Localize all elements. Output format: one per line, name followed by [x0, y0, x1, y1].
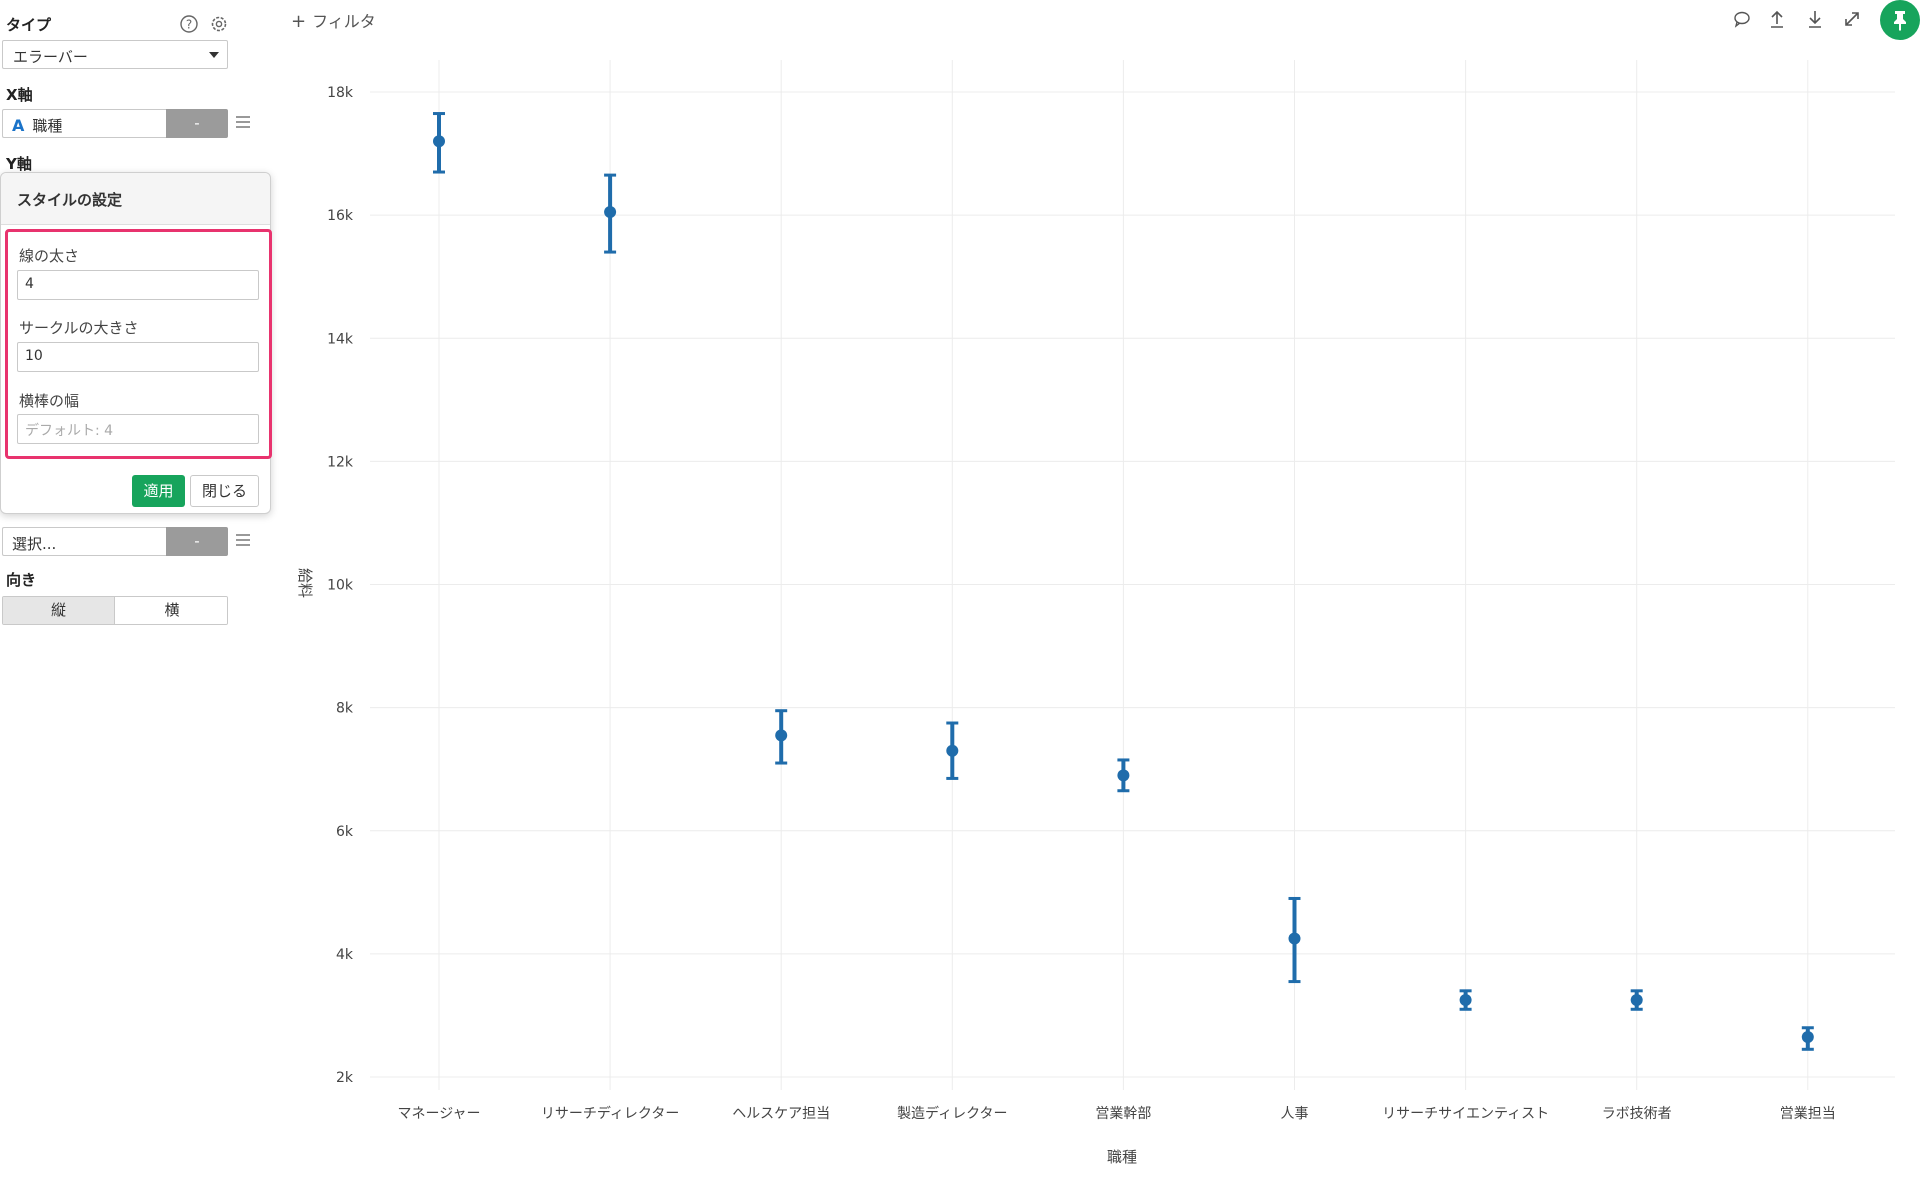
x-tick-label: マネージャー [397, 1106, 480, 1122]
y-tick-label: 2k [336, 1070, 354, 1086]
gear-icon[interactable] [208, 13, 230, 35]
line-width-label: 線の太さ [19, 247, 80, 265]
filter-label: フィルタ [312, 12, 376, 31]
data-point [946, 744, 959, 757]
orientation-toggle: 縦 横 [2, 596, 228, 625]
data-point [775, 729, 788, 742]
plus-icon: + [291, 11, 307, 32]
svg-text:?: ? [186, 18, 192, 32]
x-tick-label: 製造ディレクター [897, 1105, 1007, 1122]
y-tick-label: 12k [327, 454, 354, 470]
x-axis-label: X軸 [6, 86, 33, 104]
x-axis-field-select[interactable]: A 職種 [2, 109, 166, 138]
x-axis-field: A 職種 - [2, 109, 252, 138]
data-point [433, 135, 445, 148]
x-tick-label: ヘルスケア担当 [732, 1106, 830, 1122]
color-field: 選択... - [2, 527, 252, 556]
circle-size-label: サークルの大きさ [19, 319, 139, 337]
expand-icon[interactable] [1841, 8, 1863, 30]
bar-width-input[interactable]: デフォルト: 4 [17, 414, 259, 444]
circle-size-input[interactable]: 10 [17, 342, 259, 372]
x-tick-label: リサーチサイエンティスト [1382, 1106, 1549, 1122]
close-button[interactable]: 閉じる [190, 475, 259, 507]
data-point [1288, 932, 1301, 945]
upload-icon[interactable] [1766, 8, 1788, 30]
orientation-horizontal-button[interactable]: 横 [116, 597, 227, 624]
y-tick-label: 6k [336, 824, 354, 840]
x-tick-label: 人事 [1281, 1106, 1309, 1122]
x-tick-label: 営業担当 [1780, 1106, 1836, 1122]
hamburger-menu-icon[interactable] [236, 534, 250, 548]
comment-icon[interactable] [1731, 8, 1753, 30]
chart-grid [370, 60, 1895, 1090]
help-icon[interactable]: ? [178, 13, 200, 35]
hamburger-menu-icon[interactable] [236, 116, 250, 130]
chart-type-value: エラーバー [13, 48, 88, 66]
bar-width-label: 横棒の幅 [19, 392, 80, 410]
y-axis-title: 給料 [296, 568, 314, 598]
popover-title: スタイルの設定 [1, 173, 270, 225]
chart-type-select[interactable]: エラーバー [2, 40, 228, 69]
style-settings-popover: スタイルの設定 線の太さ 4 サークルの大きさ 10 横棒の幅 デフォルト: 4… [0, 172, 272, 514]
y-tick-label: 18k [327, 85, 354, 101]
apply-button[interactable]: 適用 [132, 475, 185, 507]
download-icon[interactable] [1804, 8, 1826, 30]
color-aggregation-button[interactable]: - [166, 527, 228, 556]
orientation-vertical-button[interactable]: 縦 [3, 597, 115, 624]
data-point [604, 206, 617, 219]
line-width-input[interactable]: 4 [17, 270, 259, 300]
data-point [1117, 769, 1130, 782]
y-tick-label: 10k [327, 578, 354, 594]
orientation-label: 向き [6, 571, 37, 589]
pin-icon [1894, 11, 1906, 31]
error-bar-series [433, 112, 1814, 1051]
data-point [1630, 994, 1643, 1007]
y-axis-label: Y軸 [6, 155, 32, 173]
y-tick-label: 4k [336, 947, 354, 963]
settings-panel: タイプ ? エラーバー X軸 A 職種 - Y軸 選択... - 向き 縦 横 ス… [0, 0, 280, 1179]
x-tick-label: リサーチディレクター [541, 1105, 679, 1122]
pin-button[interactable] [1880, 0, 1920, 40]
highlight-box [5, 229, 272, 459]
data-point [1801, 1030, 1814, 1043]
type-section-label: タイプ [6, 16, 52, 34]
x-tick-label: ラボ技術者 [1602, 1106, 1672, 1122]
text-type-icon: A [12, 116, 25, 135]
x-axis-field-name: 職種 [32, 117, 63, 135]
chevron-down-icon [209, 52, 219, 58]
x-tick-label: 営業幹部 [1095, 1105, 1151, 1122]
y-tick-label: 14k [327, 331, 354, 347]
y-tick-label: 8k [336, 701, 354, 717]
data-point [1459, 994, 1472, 1007]
x-axis-ticks: マネージャー リサーチディレクター ヘルスケア担当 製造ディレクター 営業幹部 人事 リサー… [397, 1105, 1835, 1122]
x-axis-title: 職種 [1107, 1148, 1137, 1166]
x-axis-aggregation-button[interactable]: - [166, 109, 228, 138]
y-tick-label: 16k [327, 208, 354, 224]
y-axis-ticks: 2k 4k 6k 8k 10k 12k 14k 16k 18k [327, 85, 354, 1086]
color-field-select[interactable]: 選択... [2, 527, 166, 556]
add-filter-button[interactable]: + フィルタ [291, 8, 376, 32]
